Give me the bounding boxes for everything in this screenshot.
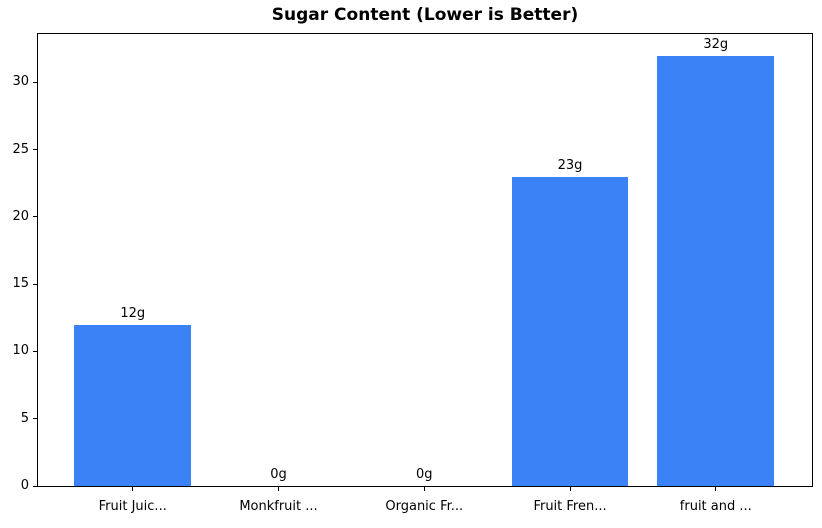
y-tick-mark bbox=[33, 485, 37, 487]
x-tick-label: Fruit Juic... bbox=[98, 499, 167, 514]
y-tick-mark bbox=[33, 81, 37, 83]
y-tick-label: 30 bbox=[12, 74, 29, 90]
bar-value-label: 0g bbox=[416, 467, 433, 482]
x-tick-mark bbox=[715, 487, 717, 491]
y-tick-label: 10 bbox=[12, 343, 29, 359]
x-tick-mark bbox=[569, 487, 571, 491]
x-tick-label: Organic Fr... bbox=[385, 499, 464, 514]
x-tick-mark bbox=[132, 487, 134, 491]
y-tick-label: 5 bbox=[20, 410, 29, 426]
bar-value-label: 0g bbox=[270, 467, 287, 482]
bar bbox=[511, 176, 629, 486]
bar-value-label: 32g bbox=[703, 36, 729, 52]
x-tick-label: Monkfruit ... bbox=[239, 499, 318, 514]
y-tick-mark bbox=[33, 149, 37, 151]
y-tick-label: 25 bbox=[12, 141, 29, 157]
y-tick-mark bbox=[33, 418, 37, 420]
bar bbox=[74, 324, 192, 486]
x-tick-mark bbox=[278, 487, 279, 491]
y-tick-label: 0 bbox=[20, 478, 29, 493]
x-tick-label: Fruit Fren... bbox=[533, 499, 607, 514]
y-tick-label: 15 bbox=[12, 276, 29, 292]
y-tick-mark bbox=[33, 283, 37, 285]
bar bbox=[657, 55, 775, 486]
y-tick-label: 20 bbox=[12, 208, 29, 224]
x-tick-mark bbox=[423, 487, 425, 491]
bar-value-label: 12g bbox=[120, 305, 146, 321]
chart-title: Sugar Content (Lower is Better) bbox=[271, 5, 579, 25]
x-tick-label: fruit and ... bbox=[679, 499, 752, 514]
y-tick-mark bbox=[33, 350, 37, 352]
bar-value-label: 23g bbox=[557, 157, 583, 173]
y-tick-mark bbox=[33, 216, 37, 218]
